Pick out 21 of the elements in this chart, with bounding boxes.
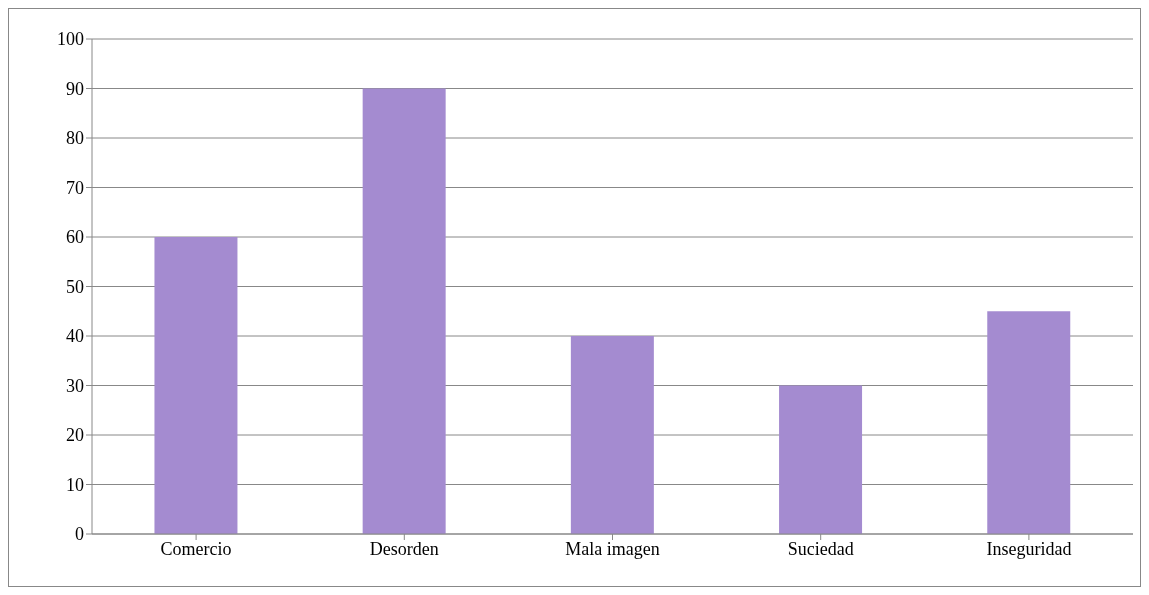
y-tick-label: 20	[66, 425, 84, 446]
y-tick-label: 80	[66, 128, 84, 149]
x-tick-label: Suciedad	[787, 538, 854, 559]
x-tick-label: Desorden	[369, 538, 439, 559]
y-tick-label: 70	[66, 177, 84, 198]
y-tick-label: 10	[66, 474, 84, 495]
y-tick-label: 50	[66, 276, 84, 297]
y-tick-label: 0	[75, 524, 84, 545]
y-tick-label: 40	[66, 326, 84, 347]
x-tick-label: Comercio	[160, 538, 232, 559]
x-tick-label: Mala imagen	[565, 538, 660, 559]
y-tick-label: 60	[66, 227, 84, 248]
bar	[987, 311, 1071, 534]
y-tick-label: 100	[57, 29, 84, 50]
bar	[779, 385, 863, 534]
y-tick-label: 30	[66, 375, 84, 396]
y-tick-label: 90	[66, 78, 84, 99]
bar	[154, 237, 238, 534]
bar	[362, 88, 446, 534]
x-tick-label: Inseguridad	[986, 538, 1072, 559]
bar	[570, 336, 654, 534]
